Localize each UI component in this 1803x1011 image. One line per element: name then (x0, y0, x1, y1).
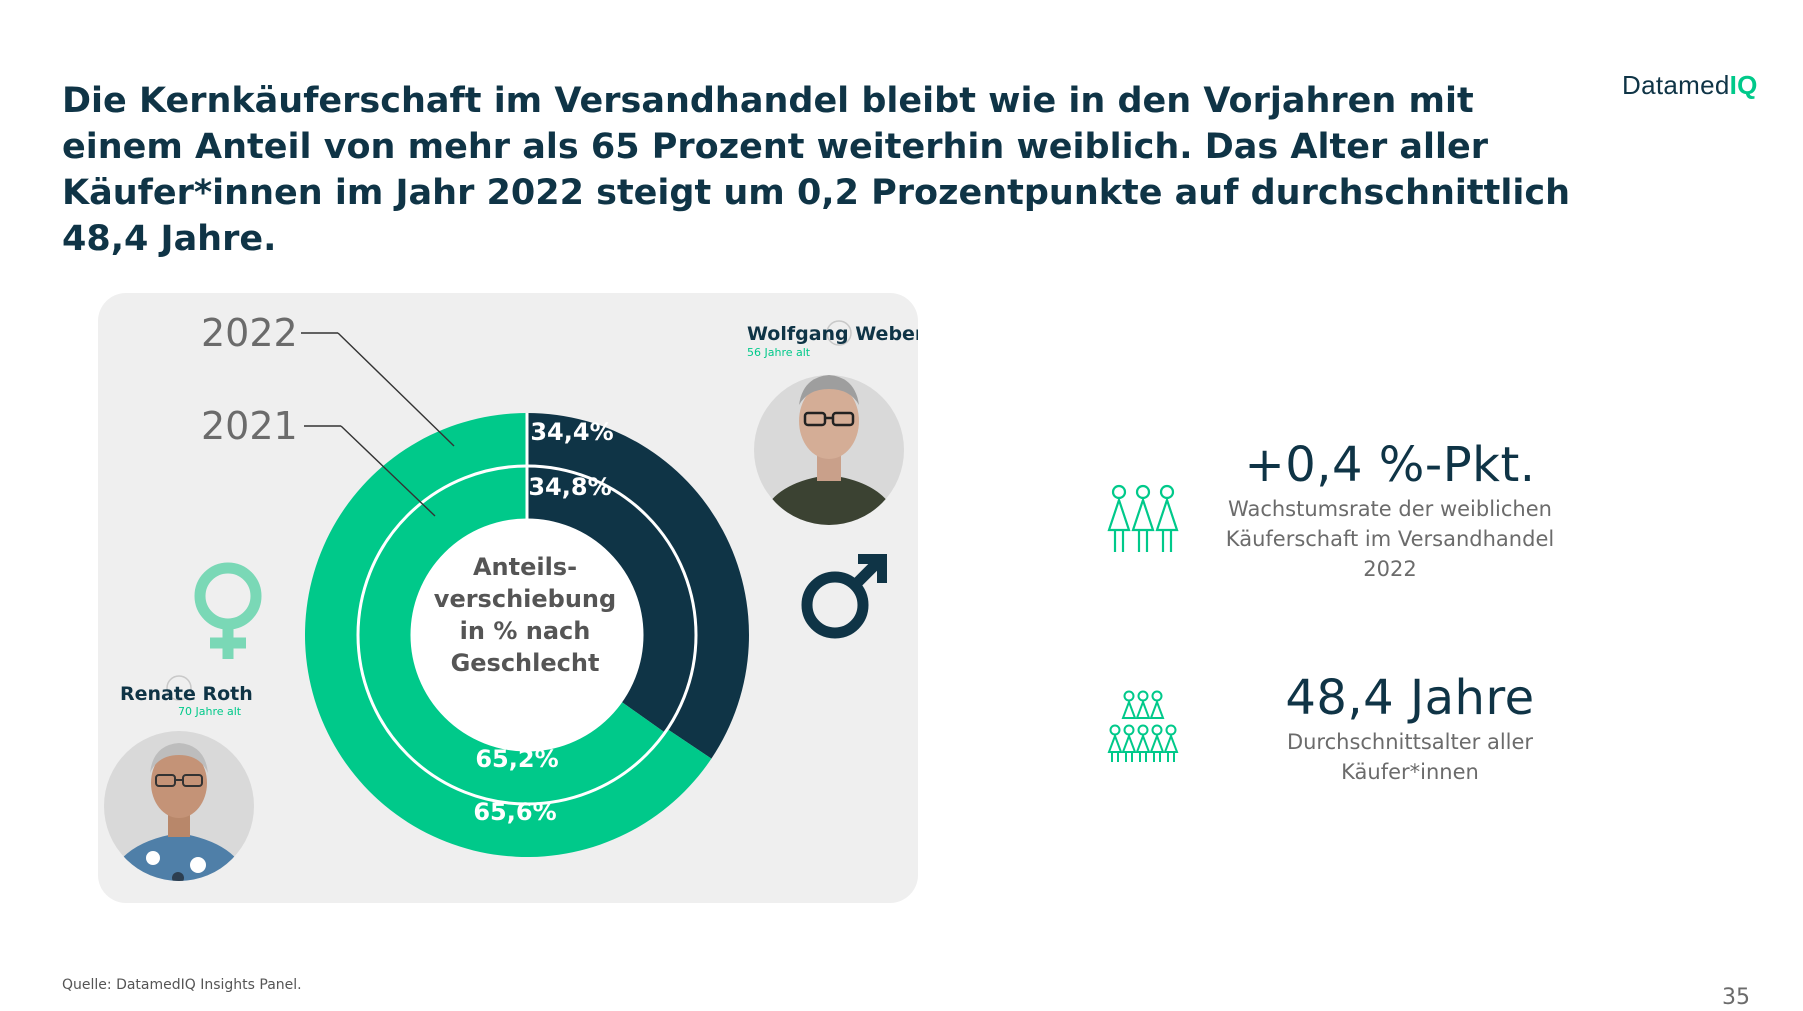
persona-female-avatar (109, 743, 249, 881)
page-number: 35 (1722, 985, 1750, 1010)
logo-accent: IQ (1729, 70, 1758, 100)
center-label-line-1: Anteils- (473, 553, 577, 581)
persona-male: Wolfgang Weber 56 Jahre alt (747, 320, 918, 525)
source-note: Quelle: DatamedIQ Insights Panel. (62, 977, 302, 993)
female-mini-symbol-icon (166, 675, 192, 701)
label-2021-female: 65,2% (475, 745, 558, 773)
leader-line-2022-d (337, 332, 455, 447)
slice-2021-weiblich (357, 466, 665, 804)
nested-donut-chart: 2022 2021 34,4% 34,8% 65,2% 65,6% Anteil… (104, 311, 918, 881)
kpi-age-desc-1: Durchschnittsalter aller (1286, 730, 1534, 754)
leader-line-2021-d (340, 425, 436, 517)
persona-male-age: 56 Jahre alt (747, 346, 811, 359)
female-symbol-icon (194, 562, 262, 659)
male-mini-symbol-icon (826, 320, 852, 346)
kpi-growth-value: +0,4 %-Pkt. (1244, 437, 1536, 493)
label-2022-female: 65,6% (473, 798, 556, 826)
persona-female-age: 70 Jahre alt (178, 705, 242, 718)
kpi-growth-desc-3: 2022 (1363, 557, 1417, 581)
center-label-line-3: in % nach (460, 617, 591, 645)
persona-female-name: Renate Roth (120, 683, 253, 705)
persona-male-avatar (759, 375, 899, 525)
logo-text: Datamed (1622, 70, 1730, 100)
chart-panel: 2022 2021 34,4% 34,8% 65,2% 65,6% Anteil… (98, 293, 918, 903)
kpi-growth-desc-1: Wachstumsrate der weiblichen (1228, 497, 1552, 521)
year-label-2022: 2022 (201, 311, 298, 355)
persona-female: Renate Roth 70 Jahre alt (104, 675, 254, 881)
donut-rings (304, 413, 749, 857)
center-label-line-2: verschiebung (434, 585, 616, 613)
persona-male-name: Wolfgang Weber (747, 323, 918, 345)
slice-2021-männlich (527, 466, 696, 733)
kpi-age: 48,4 Jahre Durchschnittsalter aller Käuf… (1230, 670, 1590, 786)
male-symbol-icon (801, 554, 887, 639)
kpi-age-value: 48,4 Jahre (1285, 670, 1535, 726)
brand-logo: DatamedIQ (1622, 70, 1758, 101)
slice-2022-männlich (527, 413, 749, 759)
page-title: Die Kernkäuferschaft im Versandhandel bl… (62, 81, 1571, 259)
year-label-2021: 2021 (201, 404, 298, 448)
women-group-icon (1107, 484, 1179, 552)
kpi-growth: +0,4 %-Pkt. Wachstumsrate der weiblichen… (1200, 437, 1580, 583)
kpi-growth-desc-2: Käuferschaft im Versandhandel (1225, 527, 1555, 551)
label-2021-male: 34,8% (528, 473, 611, 501)
people-group-icon (1107, 690, 1179, 762)
label-2022-male: 34,4% (530, 418, 613, 446)
kpi-age-desc-2: Käufer*innen (1341, 760, 1479, 784)
center-label-line-4: Geschlecht (451, 649, 600, 677)
